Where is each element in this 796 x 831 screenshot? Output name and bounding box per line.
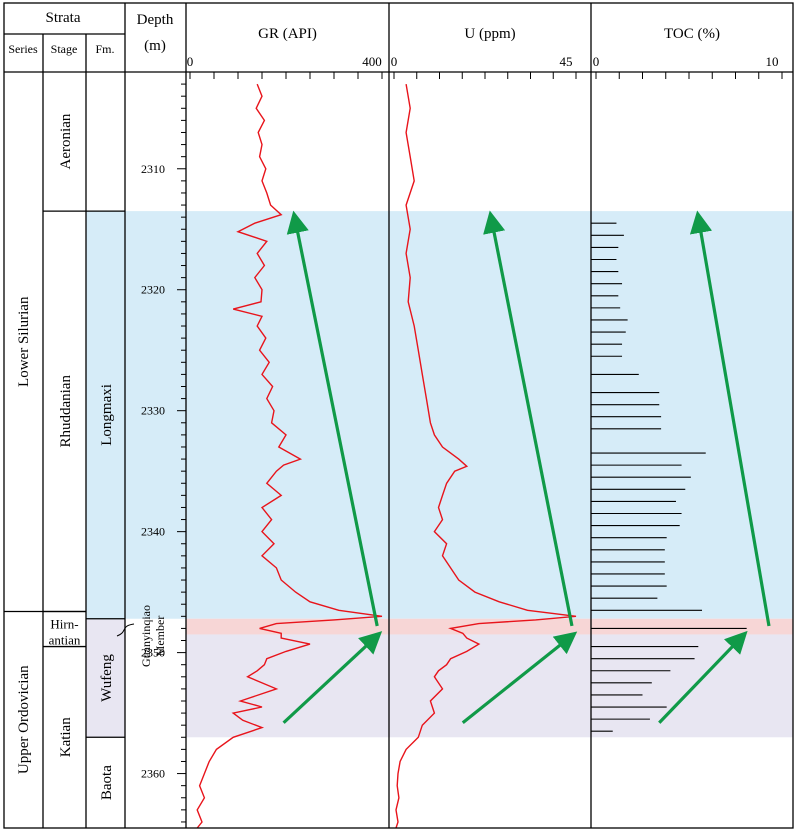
stage-label-0: Aeronian: [58, 113, 74, 169]
depth-tick-label-2310: 2310: [141, 162, 165, 176]
depth-tick-label-2350: 2350: [141, 646, 165, 660]
track-2-tick-max: 10: [766, 54, 779, 69]
depth-axis-unit: (m): [144, 38, 166, 54]
zone-band-wufeng: [186, 634, 793, 738]
stage-label-2-line2: antian: [49, 632, 81, 647]
track-title-0: GR (API): [258, 26, 317, 42]
depth-tick-label-2320: 2320: [141, 283, 165, 297]
stage-label-3: Katian: [58, 717, 74, 757]
strata-header: Strata: [46, 10, 81, 26]
depth-tick-label-2330: 2330: [141, 404, 165, 418]
track-1-curve: [395, 83, 577, 829]
depth-axis-ticks: 2310 2320 2330 2340 2350 2360: [141, 83, 186, 823]
track-title-1: U (ppm): [464, 26, 515, 42]
formation-label-2: Wufeng: [99, 654, 115, 702]
track-0-tick-min: 0: [187, 54, 194, 69]
member-label-line1: Guanyinqiao: [139, 605, 153, 667]
stage-label-1: Rhuddanian: [58, 375, 74, 448]
track-0: GR (API) 0 400: [187, 26, 383, 829]
zone-band-longmaxi: [86, 211, 793, 619]
formation-label-3: Baota: [99, 765, 115, 800]
formation-label-1: Longmaxi: [99, 384, 115, 446]
zone-band-wufeng-formation: [86, 618, 125, 738]
series-label-1: Upper Ordovician: [16, 665, 32, 774]
trend-arrow-1-lower: [461, 631, 578, 725]
stage-label-2-line1: Hirn-: [50, 616, 78, 631]
strata-labels: Lower Silurian Upper Ordovician Aeronian Rh…: [16, 113, 115, 800]
zone-band-guanyinqiao: [186, 618, 793, 635]
track-0-curve: [196, 83, 383, 829]
depth-axis-title: Depth: [137, 12, 174, 28]
trend-arrow-2-lower: [658, 630, 748, 724]
track-1-tick-max: 45: [560, 54, 573, 69]
trend-arrow-1-upper: [483, 210, 574, 627]
trend-arrows: [282, 210, 771, 725]
track-1-tick-min: 0: [391, 54, 398, 69]
table-frame: [3, 2, 794, 829]
trend-arrow-2-upper: [689, 210, 771, 627]
depth-tick-label-2340: 2340: [141, 525, 165, 539]
trend-arrow-0-upper: [286, 210, 379, 627]
stage-column-header: Stage: [51, 42, 78, 56]
series-column-header: Series: [8, 42, 38, 56]
formation-column-header: Fm.: [95, 42, 114, 56]
track-1: U (ppm) 0 45: [391, 26, 577, 829]
member-label-line2: Member: [153, 616, 167, 657]
depth-tick-label-2360: 2360: [141, 767, 165, 781]
track-2: TOC (%) 0 10: [591, 26, 783, 732]
outer-border: [3, 2, 794, 829]
series-label-0: Lower Silurian: [16, 296, 32, 387]
trend-arrow-0-lower: [282, 631, 383, 724]
track-title-2: TOC (%): [664, 26, 720, 42]
track-2-tick-min: 0: [593, 54, 600, 69]
track-0-tick-max: 400: [362, 54, 382, 69]
log-tracks: GR (API) 0 400 U (ppm) 0 45 TOC (%) 0 10: [187, 26, 783, 829]
